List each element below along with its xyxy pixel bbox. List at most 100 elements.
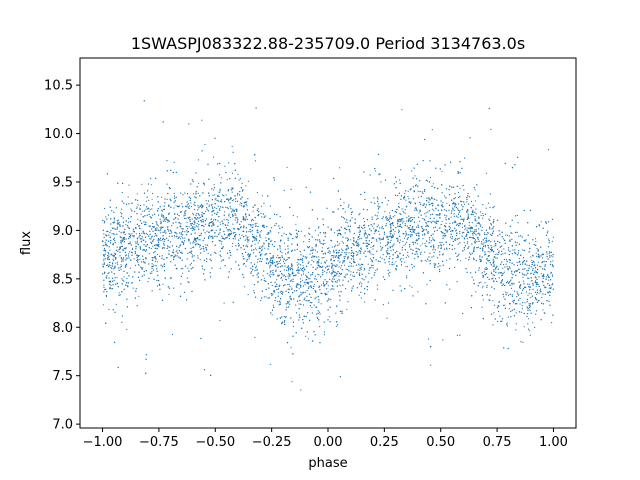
data-point bbox=[136, 238, 139, 240]
data-point bbox=[454, 227, 456, 229]
data-point bbox=[139, 279, 141, 281]
data-point bbox=[347, 246, 349, 248]
data-point bbox=[521, 305, 523, 307]
data-point bbox=[156, 227, 158, 229]
data-point bbox=[197, 192, 199, 194]
data-point bbox=[196, 212, 198, 215]
data-point bbox=[206, 261, 208, 263]
data-point bbox=[140, 266, 142, 268]
data-point bbox=[137, 243, 139, 246]
data-point bbox=[151, 222, 154, 225]
data-point bbox=[271, 314, 273, 316]
data-point bbox=[188, 239, 190, 241]
data-point bbox=[105, 264, 108, 267]
data-point bbox=[215, 207, 217, 210]
data-point bbox=[443, 234, 445, 236]
data-point bbox=[390, 225, 392, 227]
data-point bbox=[462, 206, 464, 208]
data-point bbox=[500, 282, 502, 284]
data-point bbox=[228, 228, 230, 230]
data-point bbox=[319, 313, 321, 315]
data-point bbox=[157, 229, 159, 231]
data-point bbox=[173, 287, 175, 289]
data-point bbox=[359, 281, 361, 283]
data-point bbox=[306, 246, 309, 248]
data-point bbox=[194, 196, 196, 198]
data-point bbox=[528, 283, 530, 285]
data-point bbox=[295, 223, 297, 225]
data-point bbox=[335, 312, 337, 314]
data-point bbox=[397, 240, 399, 242]
data-point bbox=[488, 218, 490, 220]
data-point bbox=[111, 288, 114, 290]
data-point bbox=[546, 232, 549, 234]
data-point bbox=[285, 253, 287, 255]
data-point bbox=[374, 202, 376, 204]
data-point bbox=[165, 232, 167, 234]
data-point bbox=[213, 184, 215, 186]
data-point bbox=[161, 209, 163, 211]
data-point bbox=[122, 258, 124, 260]
data-point bbox=[318, 256, 320, 258]
data-point bbox=[543, 273, 545, 275]
data-point bbox=[485, 207, 487, 209]
data-point bbox=[374, 299, 376, 301]
data-point bbox=[149, 230, 151, 232]
data-point bbox=[446, 259, 448, 261]
data-point bbox=[395, 211, 398, 213]
data-point bbox=[512, 300, 514, 302]
data-point bbox=[328, 265, 330, 267]
data-point bbox=[206, 207, 208, 209]
data-point bbox=[212, 189, 214, 191]
data-point bbox=[190, 228, 192, 230]
data-point bbox=[121, 191, 123, 194]
data-point bbox=[364, 301, 366, 303]
data-point bbox=[453, 215, 455, 217]
data-point bbox=[462, 219, 464, 221]
data-point bbox=[464, 224, 466, 226]
data-point bbox=[387, 237, 389, 239]
data-point bbox=[310, 264, 312, 266]
data-point bbox=[337, 244, 339, 246]
data-point bbox=[515, 274, 517, 276]
data-point bbox=[352, 265, 354, 267]
data-point bbox=[540, 255, 542, 257]
data-point bbox=[102, 263, 104, 265]
data-point bbox=[503, 296, 505, 298]
data-point bbox=[207, 200, 209, 202]
data-point bbox=[425, 204, 427, 206]
data-point bbox=[450, 161, 452, 163]
data-point bbox=[113, 219, 115, 221]
data-point bbox=[309, 191, 312, 193]
data-point bbox=[365, 242, 367, 244]
data-point bbox=[386, 204, 388, 206]
data-point bbox=[104, 244, 106, 246]
data-point bbox=[113, 279, 115, 281]
data-point bbox=[194, 238, 196, 240]
data-point bbox=[214, 194, 216, 196]
data-point bbox=[409, 230, 411, 233]
data-point bbox=[403, 244, 405, 247]
data-point bbox=[370, 224, 372, 226]
data-point bbox=[182, 237, 184, 239]
data-point bbox=[184, 211, 186, 213]
data-point bbox=[330, 267, 333, 269]
data-point bbox=[429, 260, 431, 262]
data-point bbox=[506, 322, 508, 324]
data-point bbox=[386, 223, 388, 225]
data-point bbox=[442, 232, 444, 234]
data-point bbox=[317, 317, 319, 319]
data-point bbox=[324, 233, 326, 235]
data-point bbox=[495, 257, 497, 259]
data-point bbox=[319, 326, 321, 328]
data-point bbox=[131, 282, 133, 284]
data-point bbox=[376, 226, 378, 228]
data-point bbox=[285, 303, 287, 305]
data-point bbox=[162, 226, 164, 228]
data-point bbox=[260, 212, 262, 215]
data-point bbox=[457, 196, 460, 199]
data-point bbox=[542, 227, 544, 229]
data-point bbox=[183, 291, 186, 293]
data-point bbox=[492, 324, 494, 326]
data-point bbox=[370, 201, 372, 203]
